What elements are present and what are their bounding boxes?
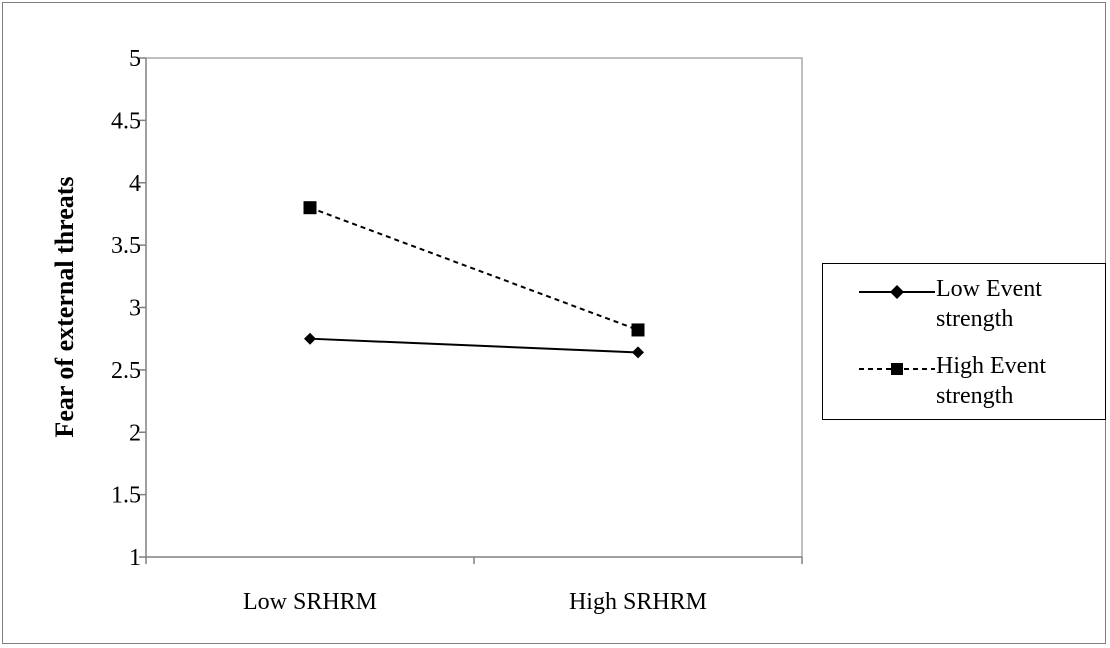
y-tick-label: 3 [129, 296, 141, 322]
legend-swatch-dashed-square [859, 363, 935, 375]
y-tick-label: 3.5 [111, 233, 141, 259]
legend-entry-high-event-strength: High Event strength [823, 351, 1105, 421]
legend-label-line1: High Event [936, 353, 1046, 379]
data-point-low-event-strength [632, 346, 644, 359]
legend-label-low-event-strength: Low Event strength [936, 274, 1101, 334]
series-layer [303, 201, 645, 359]
data-point-high-event-strength [303, 201, 317, 215]
legend-label-line1: Low Event [936, 276, 1042, 302]
data-point-low-event-strength [304, 332, 316, 345]
legend-entry-low-event-strength: Low Event strength [823, 274, 1105, 344]
x-axis: Low SRHRM High SRHRM [145, 556, 803, 615]
y-tick-label: 2 [129, 420, 141, 446]
series-high-event-strength [303, 201, 645, 337]
series-line-high-event-strength [309, 206, 639, 331]
x-tick-label: High SRHRM [569, 589, 707, 615]
y-tick-label: 5 [129, 46, 141, 72]
legend-label-high-event-strength: High Event strength [936, 351, 1101, 411]
legend-swatch-solid-diamond [859, 285, 935, 299]
data-point-high-event-strength [631, 323, 645, 337]
y-tick-label: 1.5 [111, 483, 141, 509]
plot-area [145, 57, 803, 558]
legend: Low Event strength High Event strength [822, 263, 1106, 420]
legend-label-line2: strength [936, 383, 1014, 409]
y-tick-label: 2.5 [111, 358, 141, 384]
x-tick-label: Low SRHRM [243, 589, 377, 615]
y-axis-title: Fear of external threats [50, 176, 79, 437]
series-low-event-strength [304, 332, 644, 359]
y-tick-label: 4 [129, 171, 141, 197]
y-tick-label: 4.5 [111, 108, 141, 134]
y-axis: 1 1.5 2 2.5 3 3.5 4 4.5 5 [111, 46, 147, 571]
series-line-low-event-strength [309, 337, 639, 354]
y-tick-label: 1 [129, 545, 141, 571]
legend-label-line2: strength [936, 306, 1014, 332]
